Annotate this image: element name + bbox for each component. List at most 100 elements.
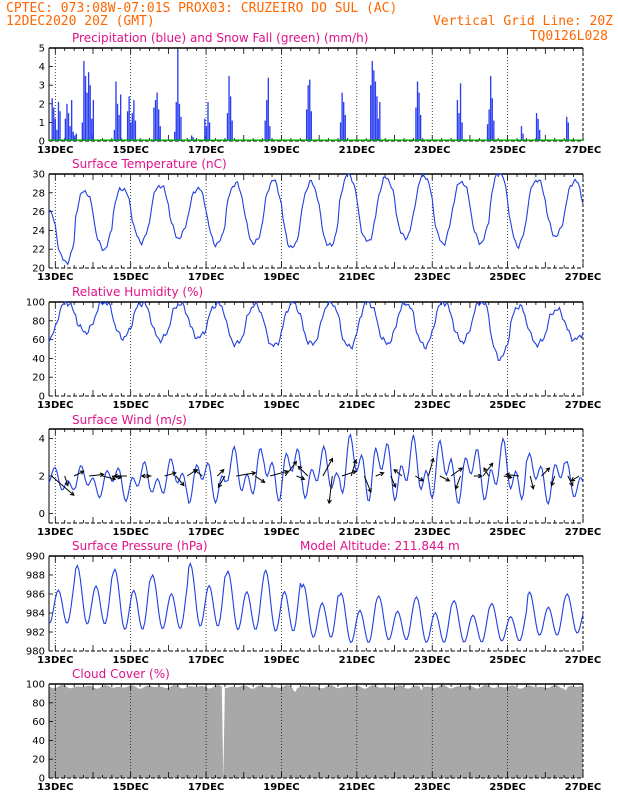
- precip-bar: [133, 100, 135, 141]
- wind-arrow: [375, 471, 385, 477]
- wind-arrow: [390, 475, 397, 489]
- precip-bar: [116, 103, 119, 141]
- wind-arrow: [350, 459, 358, 477]
- cloud-x-tick-label: 15DEC: [112, 782, 148, 793]
- panel-title-humidity: Relative Humidity (%): [72, 285, 203, 299]
- cloud-x-tick-label: 13DEC: [37, 782, 73, 793]
- panel-title-temperature: Surface Temperature (nC): [72, 157, 227, 171]
- pressure-y-tick-label: 982: [26, 628, 45, 639]
- wind-y-tick-label: 4: [39, 434, 45, 445]
- wind-arrow: [73, 470, 85, 477]
- precipitation-y-tick-label: 1: [39, 118, 45, 129]
- pressure-y-tick-label: 980: [26, 647, 45, 658]
- temperature-x-tick-label: 21DEC: [339, 272, 375, 283]
- precip-bar: [461, 122, 463, 141]
- wind-arrow: [296, 475, 306, 481]
- panel-temperature: Surface Temperature (nC) 13DEC 15DEC 17DEC…: [32, 157, 601, 283]
- precip-bar: [134, 120, 137, 141]
- wind-arrow: [164, 471, 177, 477]
- pressure-x-tick-label: 17DEC: [188, 655, 224, 666]
- precip-bar: [339, 122, 342, 141]
- temperature-y-tick-label: 26: [32, 207, 45, 218]
- wind-x-tick-label: 27DEC: [565, 527, 601, 538]
- precip-bar: [459, 83, 462, 141]
- panel-title-cloud: Cloud Cover (%): [72, 667, 170, 681]
- humidity-y-tick-label: 0: [39, 392, 45, 403]
- humidity-x-tick-label: 19DEC: [263, 400, 299, 411]
- precip-bar: [370, 85, 372, 141]
- temperature-y-tick-label: 30: [32, 170, 45, 181]
- cloud-cover-area: [49, 684, 583, 778]
- pressure-x-tick-label: 21DEC: [339, 655, 375, 666]
- panel-humidity: Relative Humidity (%) 13DEC 15DEC 17DEC 19D…: [26, 285, 601, 411]
- precip-bar: [456, 100, 459, 141]
- wind-arrow: [254, 475, 266, 483]
- wind-arrow: [450, 467, 464, 477]
- precip-bar: [64, 118, 67, 141]
- header-grid-line: Vertical Grid Line: 20Z: [433, 14, 613, 29]
- cloud-x-tick-label: 25DEC: [489, 782, 525, 793]
- precip-bar: [91, 118, 93, 141]
- precip-bar: [67, 113, 70, 141]
- precip-bar: [418, 92, 420, 141]
- wind-arrow: [284, 460, 298, 477]
- cloud-y-tick-label: 20: [32, 755, 45, 766]
- precip-bar: [158, 109, 160, 141]
- precip-bar: [177, 49, 179, 141]
- precip-bar: [305, 109, 308, 141]
- wind-arrow: [341, 470, 358, 477]
- precip-bar: [54, 118, 57, 141]
- precip-bar: [343, 101, 345, 141]
- temperature-x-tick-label: 13DEC: [37, 272, 73, 283]
- precip-bar: [156, 92, 158, 141]
- precip-bar: [87, 72, 90, 141]
- header-model-code: TQ0126L028: [530, 29, 608, 44]
- pressure-x-tick-label: 13DEC: [37, 655, 73, 666]
- precip-bar: [190, 135, 193, 141]
- precip-bar: [154, 100, 157, 141]
- pressure-y-tick-label: 986: [26, 590, 45, 601]
- wind-y-tick-label: 2: [39, 472, 45, 483]
- pressure-y-tick-label: 990: [26, 552, 45, 563]
- pressure-x-tick-label: 25DEC: [489, 655, 525, 666]
- precipitation-y-tick-label: 0: [39, 137, 45, 148]
- precip-bar: [72, 131, 74, 141]
- panel-title-pressure: Surface Pressure (hPa): [72, 539, 208, 553]
- precip-bar: [208, 122, 211, 141]
- precip-bar: [115, 81, 117, 141]
- panel-precipitation: Precipitation (blue) and Snow Fall (gree…: [37, 31, 601, 156]
- precip-bar: [118, 114, 120, 141]
- precip-bar: [159, 126, 161, 141]
- panel-pressure: Surface Pressure (hPa) Model Altitude: 2…: [26, 539, 601, 666]
- precip-bar: [81, 122, 84, 141]
- precip-bar: [126, 111, 129, 141]
- precipitation-x-tick-label: 15DEC: [112, 145, 148, 156]
- panel-title-precipitation: Precipitation (blue) and Snow Fall (gree…: [72, 31, 368, 45]
- humidity-x-tick-label: 27DEC: [565, 400, 601, 411]
- humidity-x-tick-label: 25DEC: [489, 400, 525, 411]
- precip-bar: [493, 120, 495, 141]
- humidity-x-tick-label: 17DEC: [188, 400, 224, 411]
- cloud-x-tick-label: 21DEC: [339, 782, 375, 793]
- humidity-y-tick-label: 100: [26, 298, 45, 309]
- pressure-x-tick-label: 19DEC: [263, 655, 299, 666]
- header-station: CPTEC: 073:08W-07:01S PROX03: CRUZEIRO D…: [6, 1, 397, 16]
- wind-x-tick-label: 17DEC: [188, 527, 224, 538]
- pressure-y-tick-label: 988: [26, 571, 45, 582]
- precip-bar: [490, 75, 492, 141]
- precipitation-y-tick-label: 5: [39, 44, 45, 55]
- precip-bar: [192, 137, 194, 141]
- precip-bar: [71, 100, 73, 141]
- temperature-y-tick-label: 24: [32, 226, 45, 237]
- precip-bar: [491, 98, 493, 141]
- humidity-x-tick-label: 23DEC: [414, 400, 450, 411]
- temperature-x-tick-label: 23DEC: [414, 272, 450, 283]
- humidity-y-tick-label: 20: [32, 373, 45, 384]
- precipitation-y-tick-label: 3: [39, 81, 45, 92]
- cloud-x-tick-label: 19DEC: [263, 782, 299, 793]
- temperature-x-tick-label: 25DEC: [489, 272, 525, 283]
- cloud-y-tick-label: 60: [32, 717, 45, 728]
- humidity-x-tick-label: 15DEC: [112, 400, 148, 411]
- temperature-x-tick-label: 17DEC: [188, 272, 224, 283]
- precip-bar: [56, 129, 58, 141]
